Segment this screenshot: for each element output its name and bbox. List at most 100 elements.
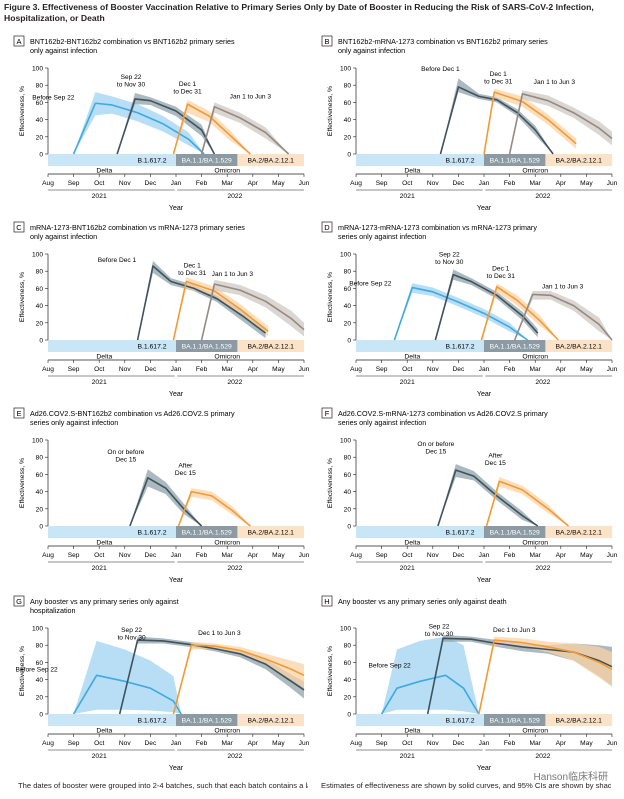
panel-letter-box [321,595,333,607]
ci-band-2 [117,92,215,154]
series-line-2 [177,490,251,527]
x-tick-label: Jan [171,552,182,559]
y-axis-label: Effectiveness, % [327,458,334,508]
variant-name: Delta [404,540,420,547]
x-tick-label: Apr [556,366,567,373]
y-tick-label: 100 [32,626,43,633]
period-label: BA.1.1/BA.1.529 [490,718,540,725]
panel-grid: A BNT162b2-BNT162b2 combination vs BNT162… [0,30,624,775]
x-tick-label: Aug [42,552,54,559]
x-tick-label: Oct [402,180,412,187]
panel-letter: E [16,409,21,418]
y-tick-label: 20 [344,320,352,327]
x-tick-label: May [272,366,285,373]
x-tick-label: Jan [479,740,490,747]
panel-title-line2: series only against infection [338,232,426,241]
series-label: Dec 1 to Jun 3 [493,627,536,634]
panel-title-line2: only against infection [30,46,97,55]
x-tick-label: Sep [68,552,80,559]
period-ba2-rect [237,340,304,352]
period-label: BA.2/BA.2.12.1 [555,158,602,165]
y-tick-label: 100 [32,66,43,73]
panel-title-line2: only against infection [338,46,405,55]
x-tick-label: Jun [607,180,618,187]
series-label: to Nov 30 [117,635,146,642]
year-label: 2021 [92,193,107,200]
y-tick-label: 40 [344,489,352,496]
series-line-3 [172,644,305,715]
series-line-2 [116,98,216,155]
x-tick-label: Mar [530,366,542,373]
chart-panel-a: A BNT162b2-BNT162b2 combination vs BNT162… [13,35,310,212]
period-label: B.1.617.2 [137,344,166,351]
x-tick-label: Jun [299,552,310,559]
year-label: 2021 [92,379,107,386]
variant-name: Omicron [214,728,240,735]
period-label: BA.2/BA.2.12.1 [247,530,294,537]
x-tick-label: Apr [248,740,259,747]
x-tick-label: Dec [453,180,465,187]
ci-band-1 [73,92,205,154]
x-tick-label: Nov [427,552,439,559]
x-tick-label: Mar [530,552,542,559]
y-tick-label: 100 [32,438,43,445]
x-tick-label: Sep [68,180,80,187]
x-tick-label: May [272,552,285,559]
x-tick-label: May [272,740,285,747]
y-tick-label: 0 [39,712,43,719]
period-ba1-rect [176,340,238,352]
series-label: to Dec 31 [178,270,207,277]
period-ba1-rect [484,714,546,726]
x-tick-label: Jan [479,180,490,187]
x-tick-label: Oct [94,740,104,747]
x-tick-label: Nov [119,180,131,187]
chart-panel-g: G Any booster vs any primary series only … [13,595,310,772]
panel-letter: B [324,37,329,46]
series-label: Before Sep 22 [369,662,411,669]
series-line-2 [485,480,569,527]
y-axis-label: Effectiveness, % [19,458,26,508]
x-tick-label: Oct [94,180,104,187]
x-tick-label: Feb [196,552,208,559]
series-label: Before Sep 22 [16,666,58,673]
y-tick-label: 100 [32,252,43,259]
y-axis-label: Effectiveness, % [19,86,26,136]
x-tick-label: Nov [427,366,439,373]
year-label: 2021 [92,565,107,572]
y-tick-label: 20 [36,134,44,141]
x-tick-label: Mar [222,552,234,559]
y-tick-label: 0 [39,152,43,159]
panel-letter: H [324,597,329,606]
year-label: 2021 [92,753,107,760]
panel-letter-box [13,35,25,47]
x-tick-label: Feb [504,180,516,187]
x-tick-label: Apr [556,180,567,187]
series-line-1 [72,674,182,715]
x-tick-label: May [580,740,593,747]
watermark: Hanson临床科研 [531,768,610,783]
x-tick-label: May [580,180,593,187]
period-delta-rect [48,526,176,538]
period-label: B.1.617.2 [445,530,474,537]
y-tick-label: 40 [344,303,352,310]
series-label: Dec 1 [179,81,197,88]
x-axis-label: Year [169,765,184,772]
year-label: 2022 [535,753,550,760]
variant-name: Omicron [522,540,548,547]
ci-band-1 [437,464,538,526]
y-tick-label: 60 [36,660,44,667]
y-tick-label: 20 [344,506,352,513]
y-tick-label: 40 [36,303,44,310]
series-line-3 [508,92,613,155]
figure-title: Figure 3. Effectiveness of Booster Vacci… [4,2,594,23]
x-tick-label: May [580,366,593,373]
period-ba1-rect [176,526,238,538]
x-axis-label: Year [169,205,184,212]
series-line-2 [434,273,539,341]
period-ba2-rect [237,154,304,166]
y-tick-label: 80 [36,643,44,650]
y-tick-label: 100 [340,626,351,633]
series-line-2 [172,280,269,341]
period-ba2-rect [237,526,304,538]
year-label: 2022 [227,193,242,200]
